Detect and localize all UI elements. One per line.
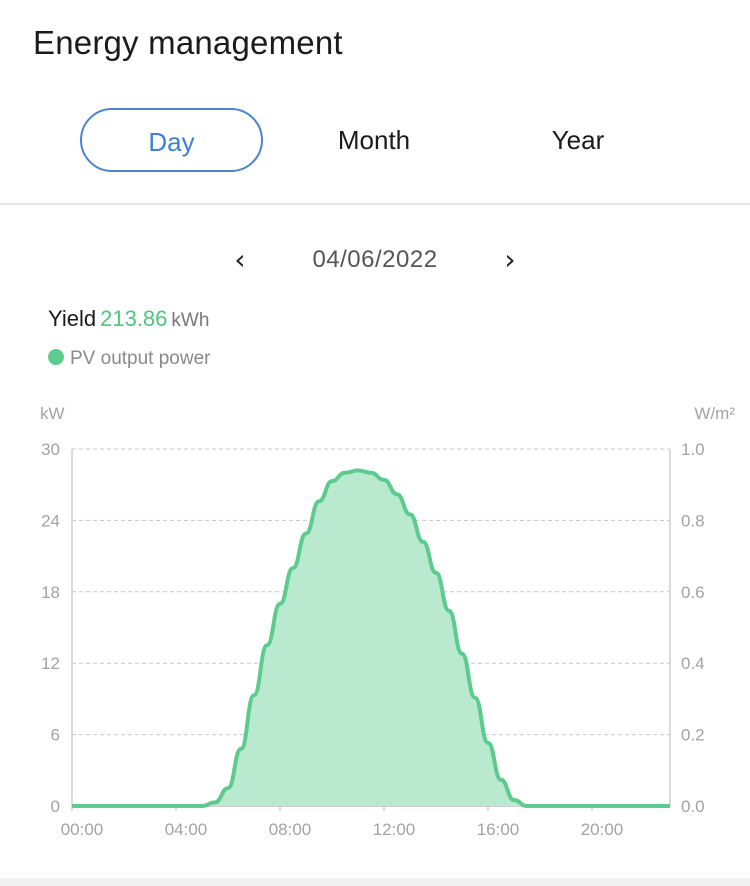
chart-legend[interactable]: PV output power xyxy=(48,348,210,370)
pv-output-line xyxy=(71,468,670,808)
page-title: Energy management xyxy=(33,24,343,61)
left-y-tick: 18 xyxy=(41,583,60,602)
left-y-tick: 0 xyxy=(51,797,60,816)
tab-day[interactable]: Day xyxy=(80,108,263,172)
right-unit-label: W/m² xyxy=(694,404,735,423)
legend-label: PV output power xyxy=(70,348,211,369)
right-y-tick: 0.4 xyxy=(681,654,705,673)
left-y-tick: 6 xyxy=(51,726,60,745)
yield-summary: Yield 213.86 kWh xyxy=(48,306,209,332)
right-y-tick: 1.0 xyxy=(681,440,705,459)
pv-output-area xyxy=(72,470,670,806)
yield-label: Yield xyxy=(48,306,97,331)
right-y-tick: 0.6 xyxy=(681,583,705,602)
x-tick-label: 04:00 xyxy=(165,820,208,839)
header-divider xyxy=(0,203,750,205)
date-navigator: ‹ 04/06/2022 › xyxy=(0,235,750,285)
chevron-left-icon[interactable]: ‹ xyxy=(234,243,246,276)
left-unit-label: kW xyxy=(40,404,65,423)
left-y-tick: 24 xyxy=(41,511,60,530)
right-y-tick: 0.2 xyxy=(681,726,705,745)
x-tick-label: 12:00 xyxy=(373,820,416,839)
yield-value: 213.86 xyxy=(100,306,168,331)
legend-dot-icon xyxy=(48,349,64,365)
pv-power-chart[interactable]: 30 1.0 24 0.8 18 0.6 12 0.4 6 0.2 0 0.0 kW W/m² 00:00 0… xyxy=(0,395,750,845)
period-tabs: Day Month Year xyxy=(0,108,750,176)
tab-year[interactable]: Year xyxy=(551,125,605,155)
chevron-right-icon[interactable]: › xyxy=(504,243,516,276)
yield-unit: kWh xyxy=(171,310,210,331)
current-date[interactable]: 04/06/2022 xyxy=(312,246,438,273)
left-y-tick: 12 xyxy=(41,654,60,673)
tab-month[interactable]: Month xyxy=(337,125,411,155)
x-tick-label: 16:00 xyxy=(477,820,520,839)
right-y-tick: 0.0 xyxy=(681,797,705,816)
left-y-tick: 30 xyxy=(41,440,60,459)
x-tick-label: 08:00 xyxy=(269,820,312,839)
right-y-tick: 0.8 xyxy=(681,511,705,530)
x-tick-label: 00:00 xyxy=(61,820,104,839)
x-tick-label: 20:00 xyxy=(581,820,624,839)
bottom-bar xyxy=(0,878,750,886)
